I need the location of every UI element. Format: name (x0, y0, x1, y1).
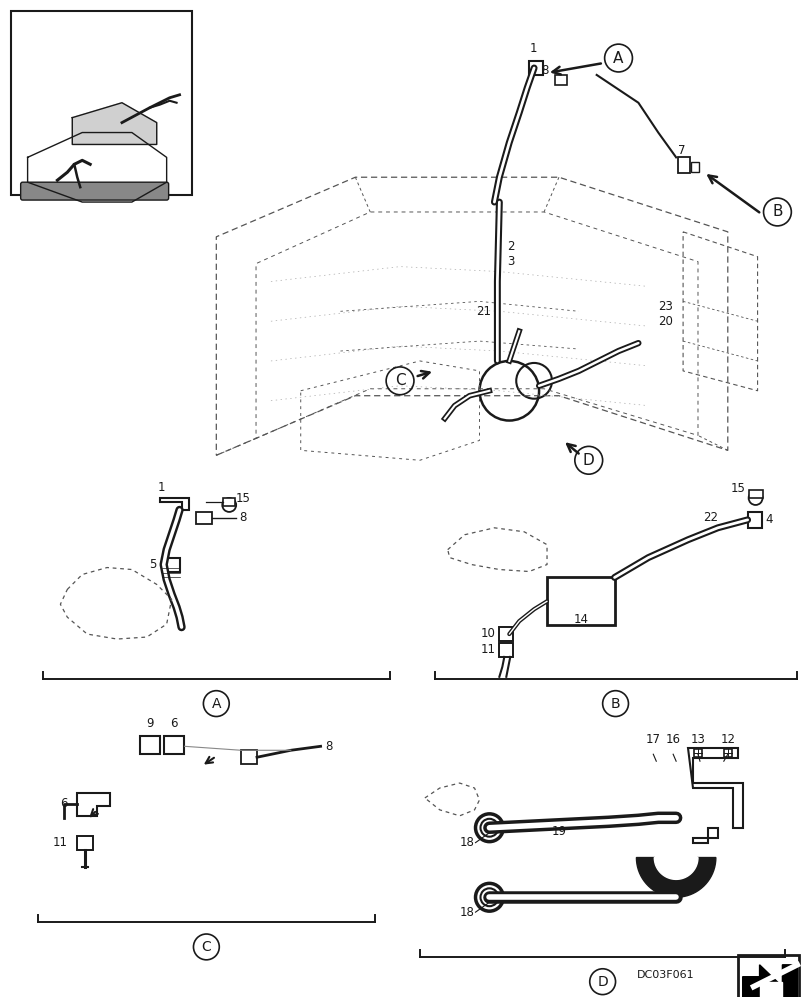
Text: 15: 15 (730, 482, 744, 495)
Polygon shape (77, 793, 110, 816)
Text: 5: 5 (149, 558, 157, 571)
FancyBboxPatch shape (161, 558, 179, 572)
FancyBboxPatch shape (693, 749, 701, 757)
Text: 18: 18 (459, 906, 474, 919)
Text: 2: 2 (507, 240, 514, 253)
Text: 3: 3 (507, 255, 514, 268)
Text: 13: 13 (689, 733, 705, 746)
FancyBboxPatch shape (748, 490, 762, 498)
Text: 8: 8 (239, 511, 247, 524)
Text: 8: 8 (541, 64, 548, 77)
FancyBboxPatch shape (223, 498, 235, 506)
FancyBboxPatch shape (554, 75, 566, 85)
Text: 1: 1 (157, 481, 165, 494)
Text: 23: 23 (658, 300, 672, 313)
Text: 6: 6 (60, 797, 67, 810)
Text: C: C (201, 940, 211, 954)
Text: A: A (212, 697, 221, 711)
Polygon shape (28, 133, 166, 202)
Polygon shape (687, 748, 742, 828)
Polygon shape (742, 965, 796, 1000)
Text: 9: 9 (146, 717, 153, 730)
FancyBboxPatch shape (747, 512, 761, 528)
FancyBboxPatch shape (499, 627, 513, 641)
Text: 7: 7 (677, 144, 684, 157)
FancyBboxPatch shape (690, 162, 698, 172)
Text: D: D (597, 975, 607, 989)
Text: 14: 14 (573, 613, 588, 626)
FancyBboxPatch shape (20, 182, 169, 200)
Polygon shape (758, 982, 782, 999)
Polygon shape (692, 828, 717, 843)
Text: 11: 11 (52, 836, 67, 849)
Text: 19: 19 (551, 825, 566, 838)
FancyBboxPatch shape (737, 955, 798, 1000)
FancyBboxPatch shape (139, 736, 160, 754)
Text: 16: 16 (665, 733, 680, 746)
Polygon shape (654, 858, 697, 879)
FancyBboxPatch shape (77, 836, 93, 850)
Polygon shape (636, 858, 715, 897)
FancyBboxPatch shape (499, 643, 513, 657)
Text: B: B (610, 697, 620, 711)
Text: B: B (771, 204, 782, 219)
Text: 11: 11 (480, 643, 495, 656)
Text: 22: 22 (702, 511, 717, 524)
Text: A: A (612, 51, 623, 66)
Text: 20: 20 (658, 315, 672, 328)
Text: 18: 18 (459, 836, 474, 849)
Text: C: C (394, 373, 405, 388)
Text: 6: 6 (169, 717, 177, 730)
Text: 4: 4 (765, 513, 772, 526)
Text: 1: 1 (529, 42, 536, 55)
FancyBboxPatch shape (11, 11, 192, 195)
Polygon shape (72, 103, 157, 144)
FancyBboxPatch shape (196, 512, 212, 524)
FancyBboxPatch shape (164, 736, 183, 754)
Text: 8: 8 (325, 740, 333, 753)
Text: 10: 10 (480, 627, 495, 640)
Text: 17: 17 (645, 733, 660, 746)
Polygon shape (160, 498, 189, 510)
Text: DC03F061: DC03F061 (636, 970, 693, 980)
FancyBboxPatch shape (529, 61, 543, 75)
Text: 15: 15 (236, 492, 251, 505)
FancyBboxPatch shape (723, 749, 731, 757)
FancyBboxPatch shape (547, 577, 614, 625)
FancyBboxPatch shape (677, 157, 689, 173)
Text: 21: 21 (476, 305, 491, 318)
Text: 12: 12 (719, 733, 735, 746)
Text: D: D (582, 453, 594, 468)
FancyBboxPatch shape (241, 750, 257, 764)
